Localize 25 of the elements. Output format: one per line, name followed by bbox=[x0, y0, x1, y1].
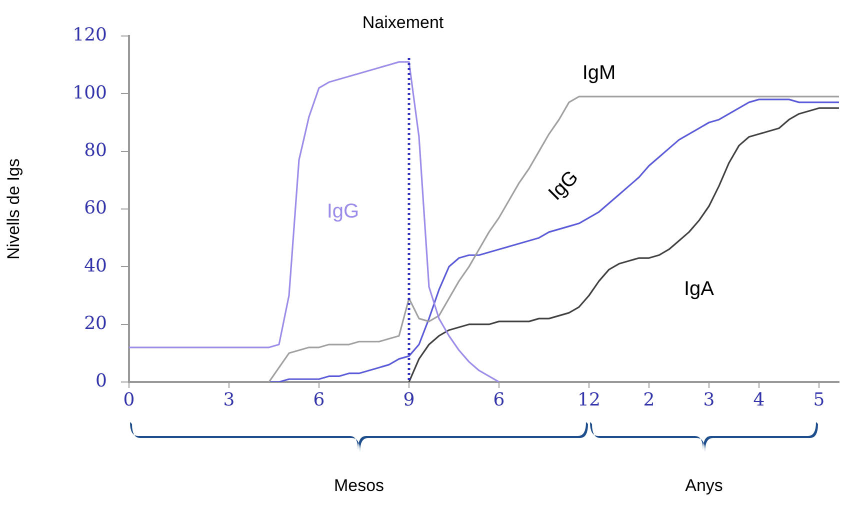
x-tick-label: 6 bbox=[493, 389, 505, 410]
series-label: IgM bbox=[582, 62, 616, 84]
text: Mesos bbox=[334, 476, 384, 496]
y-tick-label: 60 bbox=[84, 198, 107, 219]
series-label: IgG bbox=[326, 200, 360, 222]
text: IgG bbox=[544, 166, 583, 205]
x-tick-label: 5 bbox=[813, 389, 825, 410]
series-label: IgA bbox=[684, 278, 715, 300]
x-tick-label: 3 bbox=[703, 389, 715, 410]
x-tick-label: 9 bbox=[403, 389, 415, 410]
y-tick-label: 0 bbox=[96, 370, 107, 392]
x-tick-label: 12 bbox=[578, 389, 600, 410]
x-tick-label: 4 bbox=[753, 389, 765, 410]
x-tick-label: 0 bbox=[123, 389, 135, 410]
text: Anys bbox=[685, 476, 723, 496]
x-tick-label: 3 bbox=[223, 389, 235, 410]
y-tick-label: 120 bbox=[72, 24, 107, 46]
y-tick-label: 80 bbox=[84, 140, 107, 162]
y-tick-label: 100 bbox=[72, 82, 107, 104]
ref-line-label: Naixement bbox=[362, 13, 444, 32]
x-tick-label: 6 bbox=[313, 389, 325, 410]
y-tick-label: 40 bbox=[84, 255, 107, 276]
x-tick-label: 2 bbox=[643, 389, 655, 410]
y-tick-label: 20 bbox=[84, 313, 107, 334]
y-axis-title: Nivells de Igs bbox=[4, 158, 23, 260]
